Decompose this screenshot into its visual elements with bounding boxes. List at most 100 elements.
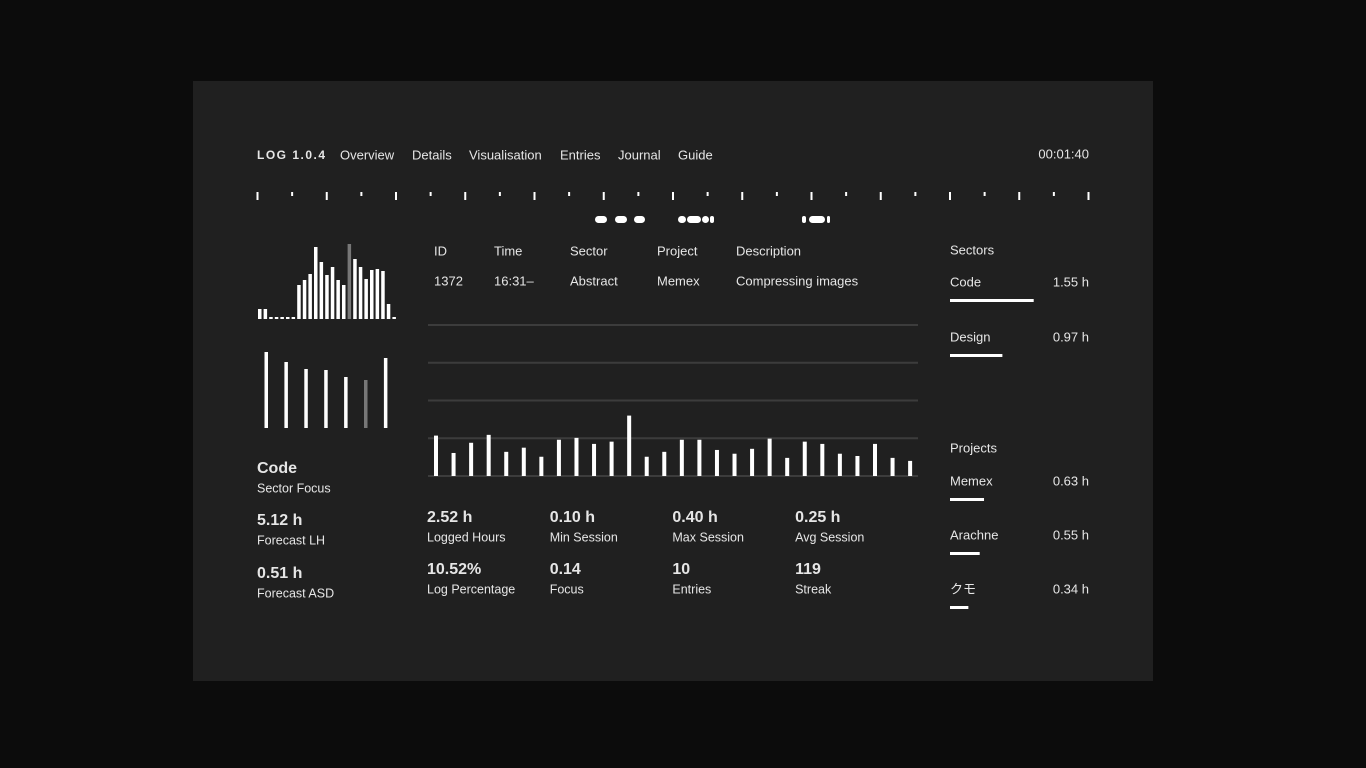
table-header: Time [494,243,522,258]
bar [627,415,632,476]
summary-label: Sector Focus [257,481,331,495]
bar [308,274,312,319]
stat-value: 119 [795,561,821,578]
stat-label: Max Session [672,530,744,544]
list-bar [950,354,1003,357]
bar [386,304,391,319]
brand: LOG 1.0.4 [257,148,327,162]
stat-value: 2.52 h [427,509,472,526]
bar [314,247,318,319]
bar [263,309,268,319]
bar [574,437,579,476]
stat-label: Min Session [550,530,618,544]
session-dots [595,216,830,223]
nav-item[interactable]: Journal [618,147,661,162]
table-header: Description [736,243,801,258]
bar [732,453,737,476]
bar [344,377,348,428]
stat-label: Entries [672,582,711,596]
bar [609,441,614,476]
bar [714,449,719,476]
bar [258,309,262,319]
table-cell[interactable]: Abstract [570,273,618,288]
bar [785,457,790,476]
bar [358,267,363,319]
bar [767,438,772,476]
bar [280,317,284,319]
clock: 00:01:40 [1038,146,1089,161]
table-header: Project [657,243,698,258]
bar [873,443,877,476]
summary-label: Forecast LH [257,533,325,547]
bar [486,434,491,476]
stat-value: 0.10 h [550,509,595,526]
table-header: Sector [570,243,608,258]
bar [750,448,755,476]
bar [336,280,340,319]
list-name[interactable]: Arachne [950,527,998,542]
nav-item[interactable]: Details [412,147,452,162]
table-cell[interactable]: Memex [657,273,700,288]
list-value: 0.63 h [1053,473,1089,488]
bar [364,279,368,319]
list-value: 0.34 h [1053,581,1089,596]
bar [375,269,380,319]
bar [347,244,352,319]
table-cell[interactable]: Compressing images [736,273,859,288]
bar [451,452,456,476]
bar [342,285,346,319]
stat-label: Focus [550,582,584,596]
table-cell[interactable]: 16:31– [494,273,535,288]
bar [286,317,290,319]
panel [193,81,1153,681]
bar [855,455,860,476]
bar [269,317,273,319]
list-bar [950,552,980,555]
list-value: 0.97 h [1053,329,1089,344]
nav-item[interactable]: Visualisation [469,147,542,162]
bar [284,362,288,428]
stat-value: 0.40 h [672,509,717,526]
nav-item[interactable]: Guide [678,147,713,162]
list-name[interactable]: クモ [950,581,976,596]
nav-item[interactable]: Entries [560,147,601,162]
list-name[interactable]: Memex [950,473,993,488]
bar [325,275,329,319]
bar [392,317,396,319]
bar [837,453,842,476]
table-header: ID [434,243,447,258]
bar [469,442,474,476]
list-bar [950,606,969,609]
list-value: 0.55 h [1053,527,1089,542]
bar [364,380,368,428]
summary-value: 0.51 h [257,565,302,582]
bar [592,443,597,476]
bar [890,457,895,476]
nav-item[interactable]: Overview [340,147,395,162]
bar [381,271,385,319]
bar [370,270,374,319]
stat-value: 0.25 h [795,509,840,526]
bar [679,439,684,476]
list-bar [950,498,985,501]
table-cell[interactable]: 1372 [434,273,463,288]
list-bar [950,299,1034,302]
bar [302,280,307,319]
bar [644,456,649,476]
bar [324,370,328,428]
list-name[interactable]: Code [950,274,981,289]
summary-label: Forecast ASD [257,586,334,600]
list-title: Sectors [950,242,995,257]
bar [297,285,301,319]
bar [434,435,438,476]
stat-label: Avg Session [795,530,864,544]
list-name[interactable]: Design [950,329,990,344]
bar [802,441,807,476]
bar [353,259,357,319]
bar [556,439,561,476]
bar [291,317,296,319]
stat-label: Logged Hours [427,530,506,544]
stat-value: 10.52% [427,561,481,578]
